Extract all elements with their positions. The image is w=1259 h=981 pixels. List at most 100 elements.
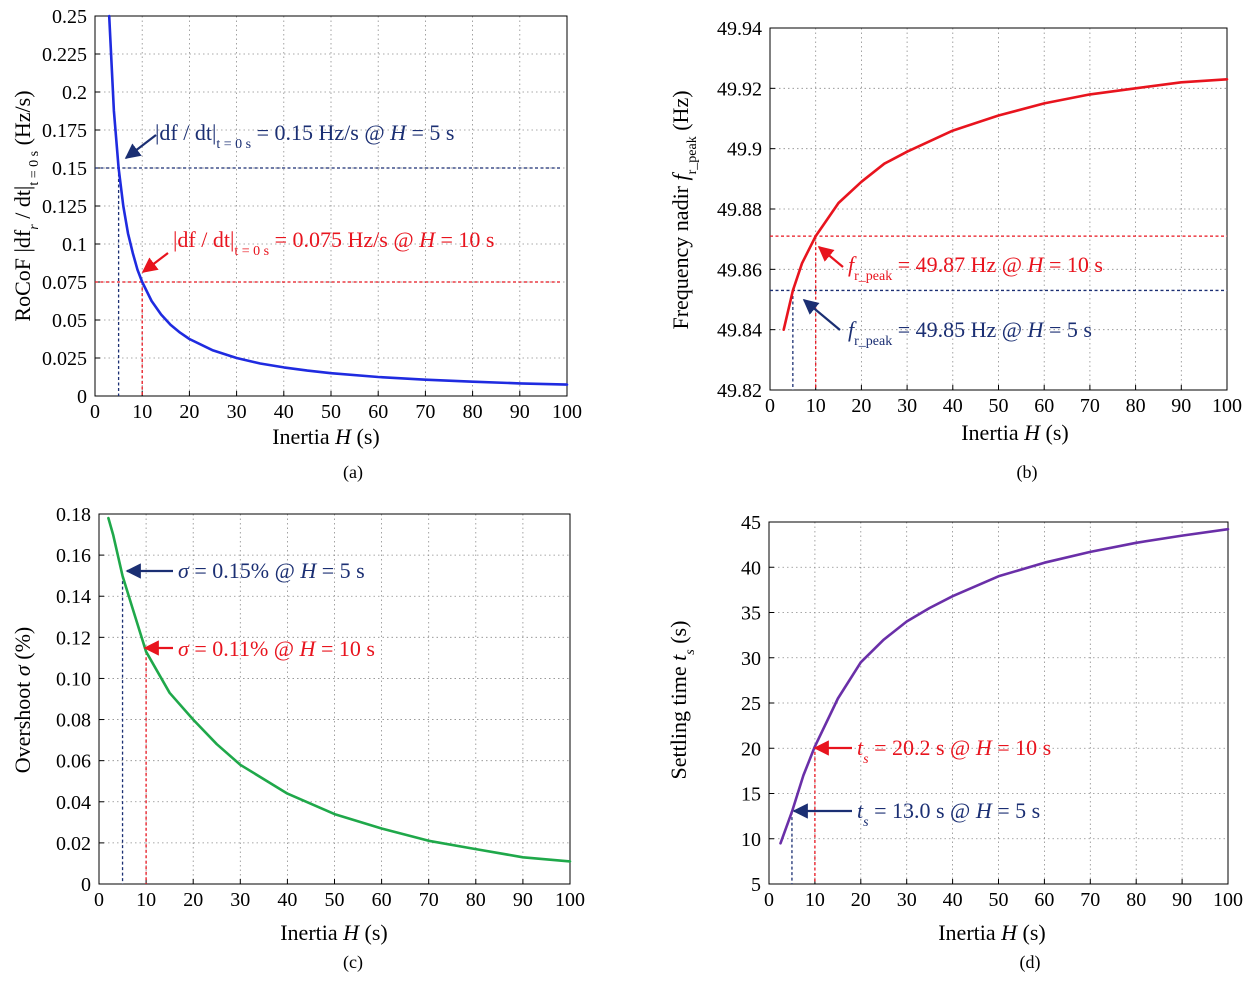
annotation-label: fr_peak = 49.85 Hz @ H = 5 s bbox=[848, 317, 1092, 349]
annotation-arrow bbox=[817, 246, 844, 268]
y-tick-label: 49.84 bbox=[717, 320, 762, 342]
panel-c: 0 10 20 30 40 50 60 70 80 90 100 0 0.02 0.04 0.06 0.08 0… bbox=[10, 504, 585, 973]
annotation-label: σ = 0.15% @ H = 5 s bbox=[178, 558, 365, 583]
x-tick-label: 70 bbox=[1080, 395, 1100, 417]
panel-caption: (d) bbox=[1020, 952, 1041, 973]
x-tick-label: 40 bbox=[943, 395, 963, 417]
x-tick-label: 50 bbox=[989, 889, 1009, 911]
x-tick-label: 20 bbox=[851, 395, 871, 417]
y-tick-label: 0.06 bbox=[56, 751, 91, 773]
y-tick-label: 0.1 bbox=[62, 234, 87, 256]
x-tick-label: 60 bbox=[1034, 889, 1054, 911]
annotation-arrow bbox=[141, 252, 169, 273]
y-tick-label: 0.02 bbox=[56, 833, 91, 855]
x-tick-label: 30 bbox=[897, 889, 917, 911]
x-tick-label: 40 bbox=[274, 401, 294, 423]
y-tick-label: 49.82 bbox=[717, 380, 762, 402]
x-tick-label: 80 bbox=[1126, 889, 1146, 911]
series-line bbox=[782, 78, 1229, 332]
x-tick-label: 60 bbox=[368, 401, 388, 423]
y-tick-label: 49.92 bbox=[717, 78, 762, 100]
y-tick-label: 15 bbox=[741, 784, 761, 806]
y-tick-label: 49.86 bbox=[717, 259, 762, 281]
x-axis-label: Inertia H (s) bbox=[938, 920, 1046, 945]
x-tick-label: 80 bbox=[466, 889, 486, 911]
x-tick-label: 90 bbox=[1171, 395, 1191, 417]
y-tick-label: 0.05 bbox=[52, 310, 87, 332]
annotation-label: |df / dt|t = 0 s = 0.075 Hz/s @ H = 10 s bbox=[173, 227, 494, 259]
x-tick-label: 50 bbox=[989, 395, 1009, 417]
y-axis-label: Settling time ts (s) bbox=[666, 621, 698, 780]
x-tick-label: 70 bbox=[419, 889, 439, 911]
x-tick-label: 10 bbox=[805, 889, 825, 911]
y-tick-label: 5 bbox=[751, 874, 761, 896]
y-tick-label: 0.10 bbox=[56, 668, 91, 690]
y-tick-label: 0.225 bbox=[42, 44, 87, 66]
y-tick-label: 20 bbox=[741, 738, 761, 760]
y-tick-label: 49.94 bbox=[717, 18, 762, 40]
x-tick-label: 10 bbox=[132, 401, 152, 423]
x-tick-label: 60 bbox=[372, 889, 392, 911]
x-tick-label: 100 bbox=[1213, 889, 1243, 911]
panel-a: 0 10 20 30 40 50 60 70 80 90 100 0 0.025 0.05 0.075 0.1… bbox=[10, 6, 582, 483]
y-tick-label: 40 bbox=[741, 557, 761, 579]
x-tick-label: 90 bbox=[513, 889, 533, 911]
x-tick-label: 60 bbox=[1034, 395, 1054, 417]
x-tick-label: 0 bbox=[94, 889, 104, 911]
x-tick-label: 50 bbox=[321, 401, 341, 423]
x-axis-label: Inertia H (s) bbox=[961, 420, 1069, 445]
x-tick-label: 40 bbox=[277, 889, 297, 911]
x-tick-label: 20 bbox=[851, 889, 871, 911]
y-tick-label: 0.16 bbox=[56, 545, 91, 567]
y-tick-label: 0.08 bbox=[56, 710, 91, 732]
y-tick-label: 49.9 bbox=[727, 139, 762, 161]
x-axis-label: Inertia H (s) bbox=[272, 424, 380, 449]
x-tick-label: 20 bbox=[183, 889, 203, 911]
x-axis-label: Inertia H (s) bbox=[280, 920, 388, 945]
x-tick-label: 30 bbox=[230, 889, 250, 911]
y-tick-label: 0 bbox=[81, 874, 91, 896]
panel-b: 0 10 20 30 40 50 60 70 80 90 100 49.82 49.84 49.86 49.… bbox=[668, 18, 1242, 483]
annotation-arrow bbox=[802, 299, 841, 331]
y-tick-label: 49.88 bbox=[717, 199, 762, 221]
x-tick-label: 90 bbox=[1172, 889, 1192, 911]
y-tick-label: 35 bbox=[741, 603, 761, 625]
y-tick-label: 0.125 bbox=[42, 196, 87, 218]
x-tick-label: 0 bbox=[764, 889, 774, 911]
y-tick-label: 0.15 bbox=[52, 158, 87, 180]
annotation-label: ts = 20.2 s @ H = 10 s bbox=[857, 735, 1051, 767]
y-tick-label: 0.04 bbox=[56, 792, 91, 814]
panel-caption: (a) bbox=[343, 462, 363, 483]
x-tick-label: 70 bbox=[415, 401, 435, 423]
y-tick-label: 30 bbox=[741, 648, 761, 670]
y-tick-label: 0 bbox=[77, 386, 87, 408]
y-axis-label: Frequency nadir fr_peak (Hz) bbox=[668, 90, 700, 329]
y-tick-label: 0.175 bbox=[42, 120, 87, 142]
y-tick-label: 25 bbox=[741, 693, 761, 715]
y-tick-label: 0.025 bbox=[42, 348, 87, 370]
x-tick-label: 100 bbox=[552, 401, 582, 423]
series-line bbox=[107, 14, 569, 386]
y-tick-label: 45 bbox=[741, 512, 761, 534]
y-tick-label: 0.14 bbox=[56, 586, 91, 608]
series-line bbox=[107, 516, 572, 863]
x-tick-label: 40 bbox=[943, 889, 963, 911]
panel-d: 0 10 20 30 40 50 60 70 80 90 100 5 10 15 20 25 30 35 40 45 I… bbox=[666, 512, 1243, 973]
x-tick-label: 70 bbox=[1080, 889, 1100, 911]
x-tick-label: 80 bbox=[1126, 395, 1146, 417]
y-tick-label: 0.12 bbox=[56, 627, 91, 649]
y-axis-label: Overshoot σ (%) bbox=[10, 627, 35, 774]
x-tick-label: 90 bbox=[510, 401, 530, 423]
x-tick-label: 80 bbox=[463, 401, 483, 423]
x-tick-label: 50 bbox=[325, 889, 345, 911]
x-tick-label: 30 bbox=[897, 395, 917, 417]
y-tick-label: 0.25 bbox=[52, 6, 87, 28]
series-line bbox=[779, 527, 1230, 845]
x-tick-label: 10 bbox=[136, 889, 156, 911]
y-tick-label: 10 bbox=[741, 829, 761, 851]
panel-caption: (b) bbox=[1017, 462, 1038, 483]
x-tick-label: 10 bbox=[806, 395, 826, 417]
annotation-label: σ = 0.11% @ H = 10 s bbox=[178, 636, 375, 661]
annotation-label: fr_peak = 49.87 Hz @ H = 10 s bbox=[848, 252, 1103, 284]
